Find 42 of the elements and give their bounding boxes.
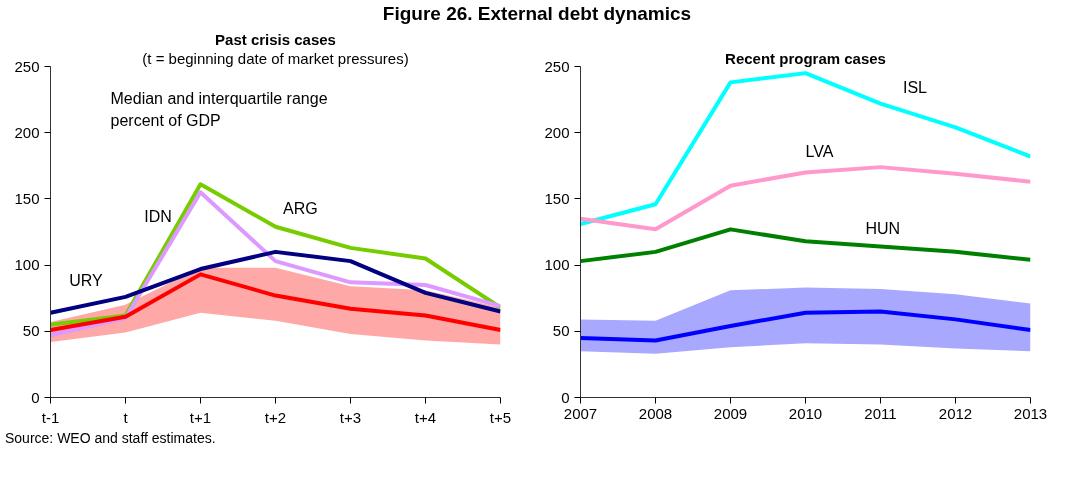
x-tick-label: 2011 [864,404,897,422]
y-tick-label: 0 [561,388,570,406]
line-series [580,309,1031,343]
x-tick-label: t-1 [41,408,60,426]
y-tick-label: 250 [14,57,40,75]
x-tick-label: t+1 [189,408,212,426]
y-tick-label: 150 [544,189,570,207]
source-note: Source: WEO and staff estimates. [5,429,216,448]
x-tick-label: 2008 [638,404,673,422]
y-tick-label: 50 [22,322,40,340]
y-tick-label: 100 [544,256,570,274]
y-tick-label: 200 [14,123,40,141]
line-series [580,165,1031,232]
y-tick-label: 250 [544,57,570,75]
x-tick-label: 2013 [1013,404,1048,422]
y-tick-label: 50 [552,322,570,340]
series-label: ARG [283,199,318,217]
line-series [50,272,501,332]
chart-subtitle: (t = beginning date of market pressures) [142,49,409,67]
annotation: Median and interquartile range percent of GDP [110,90,328,129]
y-tick-label: 200 [544,123,570,141]
x-tick-label: 2010 [788,404,823,422]
x-tick-label: t+4 [414,408,437,426]
x-tick-label: 2012 [938,404,973,422]
series-label: HUN [865,219,901,237]
y-tick-label: 100 [14,256,40,274]
x-tick-label: t+5 [489,408,512,426]
series-label: URY [69,272,104,290]
chart-title: Past crisis cases [215,30,336,48]
series-label: IDN [144,207,172,225]
series-label: ISL [903,79,928,97]
x-tick-label: t [123,408,129,426]
y-tick-label: 150 [14,189,40,207]
x-tick-label: t+3 [339,408,362,426]
x-tick-label: 2007 [563,404,598,422]
chart-title: Recent program cases [725,49,886,67]
x-tick-label: t+2 [264,408,287,426]
line-series [50,249,501,315]
x-tick-label: 2009 [713,404,748,422]
y-tick-label: 0 [31,388,40,406]
series-label: LVA [805,142,834,160]
caption: Figure 26. External debt dynamics [381,2,693,26]
